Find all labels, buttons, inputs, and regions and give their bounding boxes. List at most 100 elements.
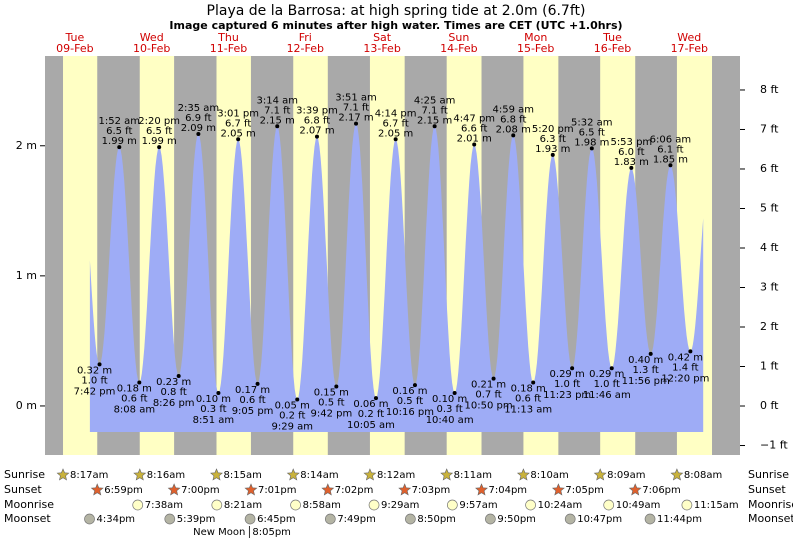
moonset-icon — [84, 513, 95, 525]
tide-time-label: 4:47 pm — [453, 113, 495, 124]
astro-time: 8:08am — [684, 470, 722, 481]
tide-point — [334, 384, 339, 389]
tide-point — [609, 366, 614, 371]
tide-time-label: 10:40 am — [426, 415, 474, 426]
tide-point — [648, 351, 653, 356]
tide-point — [373, 396, 378, 401]
tide-m-label: 0.05 m — [275, 400, 310, 411]
tide-ft-label: 6.7 ft — [382, 118, 408, 129]
tide-time-label: 3:01 pm — [217, 108, 259, 119]
moonset-icon — [564, 513, 576, 525]
moonset-icon — [244, 513, 256, 525]
tide-ft-label: 0.3 ft — [200, 404, 226, 415]
moon-phase-name: New Moon — [193, 527, 245, 538]
sun-icon — [90, 483, 104, 496]
tide-time-label: 3:39 pm — [296, 106, 338, 117]
tide-point — [236, 137, 241, 142]
tide-m-label: 2.07 m — [299, 126, 334, 137]
y-tick-label: 2 m — [16, 139, 37, 152]
sun-icon — [628, 483, 642, 496]
tide-point — [176, 374, 181, 379]
astro-time: 7:49pm — [337, 514, 376, 525]
astro-time: 8:10am — [530, 470, 568, 481]
tide-time-label: 11:46 am — [583, 390, 631, 401]
tide-m-label: 1.85 m — [653, 154, 688, 165]
tide-ft-label: 7.1 ft — [264, 105, 290, 116]
tide-point — [511, 133, 516, 138]
tide-m-label: 1.98 m — [574, 137, 609, 148]
tide-ft-label: 6.5 ft — [146, 126, 172, 137]
tide-time-label: 5:32 am — [571, 117, 613, 128]
tide-point — [255, 381, 260, 386]
tide-m-label: 0.10 m — [432, 394, 467, 405]
day-date: 12-Feb — [287, 42, 324, 55]
chart-title: Playa de la Barrosa: at high spring tide… — [207, 3, 586, 19]
moon-phase-time: 8:05pm — [252, 527, 291, 538]
day-name: Wed — [140, 31, 164, 44]
day-date: 15-Feb — [517, 42, 554, 55]
moonset-icon — [644, 513, 656, 525]
day-name: Fri — [299, 31, 312, 44]
row-label-right: Sunset — [748, 483, 786, 496]
tide-ft-label: 6.6 ft — [461, 123, 487, 134]
tide-ft-label: 1.4 ft — [672, 362, 698, 373]
y2-tick-label: 8 ft — [760, 83, 779, 96]
tide-ft-label: 1.3 ft — [633, 365, 659, 376]
y-tick-label: 0 m — [16, 399, 37, 412]
tide-point — [688, 349, 693, 354]
tide-ft-label: 0.2 ft — [279, 410, 305, 421]
tide-point — [354, 121, 359, 126]
tide-m-label: 0.18 m — [511, 384, 546, 395]
tide-point — [531, 380, 536, 385]
day-name: Tue — [65, 31, 85, 44]
astro-time: 7:03pm — [412, 485, 451, 496]
sun-icon — [244, 483, 258, 496]
tide-m-label: 0.32 m — [77, 365, 112, 376]
y2-tick-label: −1 ft — [760, 439, 788, 452]
tide-m-label: 1.99 m — [102, 136, 137, 147]
astro-time: 8:17am — [70, 470, 108, 481]
tide-m-label: 0.17 m — [235, 385, 270, 396]
tide-m-label: 0.42 m — [668, 352, 703, 363]
tide-time-label: 9:05 pm — [232, 406, 274, 417]
tide-time-label: 11:56 pm — [622, 376, 670, 387]
tide-time-label: 1:52 am — [99, 116, 141, 127]
tide-time-label: 5:20 pm — [532, 124, 574, 135]
tide-time-label: 4:14 pm — [375, 108, 417, 119]
tide-point — [589, 146, 594, 151]
tide-m-label: 2.05 m — [378, 128, 413, 139]
astro-time: 7:02pm — [335, 485, 374, 496]
tide-ft-label: 7.1 ft — [343, 103, 369, 114]
row-label: Moonset — [4, 512, 51, 525]
sun-icon — [398, 483, 412, 496]
tide-ft-label: 6.8 ft — [500, 114, 526, 125]
day-name: Mon — [524, 31, 547, 44]
tide-m-label: 2.09 m — [181, 123, 216, 134]
astro-time: 10:47pm — [577, 514, 622, 525]
tide-m-label: 0.29 m — [589, 369, 624, 380]
y-tick-label: 1 m — [16, 269, 37, 282]
tide-time-label: 10:50 pm — [465, 401, 513, 412]
astro-time: 6:59pm — [104, 485, 143, 496]
tide-ft-label: 6.7 ft — [225, 118, 251, 129]
row-label: Sunrise — [4, 468, 45, 481]
astro-time: 8:12am — [377, 470, 415, 481]
tide-point — [314, 134, 319, 139]
tide-time-label: 9:42 pm — [310, 408, 352, 419]
tide-m-label: 2.01 m — [457, 133, 492, 144]
astro-time: 9:29am — [381, 500, 419, 511]
astro-time: 7:38am — [145, 500, 183, 511]
tide-m-label: 2.15 m — [260, 115, 295, 126]
tide-m-label: 0.40 m — [628, 355, 663, 366]
sun-icon — [670, 468, 684, 481]
row-label-right: Moonset — [748, 512, 793, 525]
astro-time: 8:15am — [224, 470, 262, 481]
tide-ft-label: 6.3 ft — [540, 134, 566, 145]
tide-point — [157, 145, 162, 150]
tide-ft-label: 6.9 ft — [185, 113, 211, 124]
moonrise-icon — [681, 499, 693, 511]
tide-m-label: 2.15 m — [417, 115, 452, 126]
moonrise-icon — [211, 499, 223, 511]
tide-m-label: 0.10 m — [196, 394, 231, 405]
day-date: 13-Feb — [363, 42, 400, 55]
